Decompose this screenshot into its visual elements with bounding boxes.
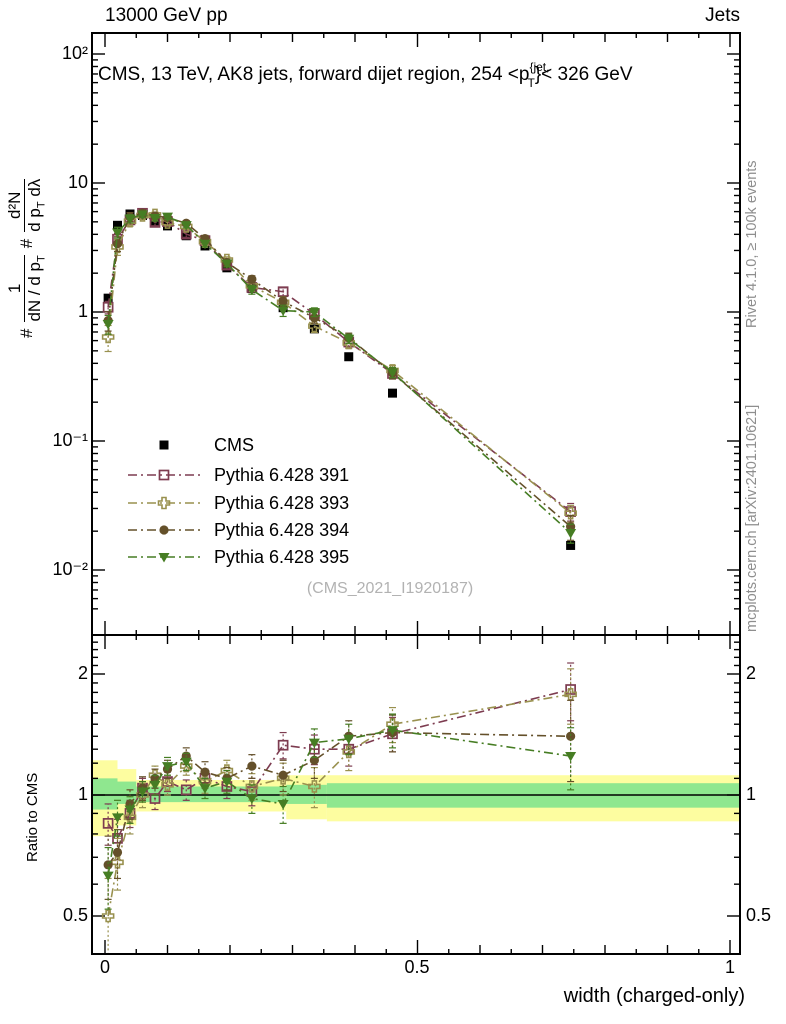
x-tick-label: 0 bbox=[99, 957, 110, 977]
main-y-tick-label: 1 bbox=[77, 301, 88, 321]
main-y-tick-label: 10⁻¹ bbox=[52, 430, 88, 450]
ylabel-hash-1: # bbox=[16, 328, 36, 338]
legend-item-pythia-391: Pythia 6.428 391 bbox=[126, 461, 349, 489]
ratio-y-tick-label-left: 0.5 bbox=[62, 905, 88, 925]
x-tick-label: 1 bbox=[724, 957, 735, 977]
series-pythia-6.428-395 bbox=[102, 210, 577, 544]
cms-uncertainty-bands bbox=[92, 760, 740, 837]
ylabel-numerator-1: 1 bbox=[5, 283, 24, 294]
legend-marker-cms bbox=[159, 440, 169, 450]
main-y-tick-label: 10⁻² bbox=[52, 559, 88, 579]
legend-marker-pythia-395 bbox=[128, 553, 200, 563]
ratio-series-pythia-6.428-395 bbox=[102, 713, 577, 910]
mcplots-arxiv-note: mcplots.cern.ch [arXiv:2401.10621] bbox=[744, 404, 760, 632]
ylabel-hash-2: # bbox=[16, 238, 36, 249]
plot-title-suffix: }< 326 GeV bbox=[534, 64, 633, 85]
header-analysis-group: Jets bbox=[705, 5, 740, 26]
plot-title-subscript: T bbox=[527, 76, 535, 90]
main-y-tick-label: 10² bbox=[61, 43, 88, 63]
plot-title-text: CMS, 13 TeV, AK8 jets, forward dijet reg… bbox=[98, 64, 530, 85]
plot-title-superscript: {jet, bbox=[529, 60, 550, 74]
x-axis-title: width (charged-only) bbox=[563, 985, 745, 1007]
ratio-y-tick-label-right: 2 bbox=[746, 663, 757, 683]
legend-label: Pythia 6.428 394 bbox=[214, 519, 350, 540]
main-panel-data bbox=[101, 207, 577, 550]
ratio-y-tick-label-left: 2 bbox=[77, 663, 88, 683]
ratio-panel-frame bbox=[91, 634, 741, 955]
legend-item-pythia-393: Pythia 6.428 393 bbox=[126, 489, 349, 517]
header-beam-energy: 13000 GeV pp bbox=[105, 5, 228, 26]
rivet-version-note: Rivet 4.1.0, ≥ 100k events bbox=[744, 160, 760, 328]
legend-label: Pythia 6.428 393 bbox=[214, 492, 350, 513]
legend-label: Pythia 6.428 395 bbox=[214, 546, 350, 567]
ratio-y-tick-label-right: 0.5 bbox=[746, 905, 772, 925]
legend-item-pythia-395: Pythia 6.428 395 bbox=[126, 543, 349, 571]
ylabel-numerator-2: d²N bbox=[5, 191, 24, 219]
ratio-series-pythia-6.428-391 bbox=[102, 662, 576, 861]
legend-marker-pythia-393 bbox=[128, 496, 200, 510]
legend-label: Pythia 6.428 391 bbox=[214, 464, 350, 485]
legend-marker-pythia-394 bbox=[128, 525, 200, 535]
legend-label: CMS bbox=[214, 434, 254, 455]
ratio-y-tick-label-right: 1 bbox=[746, 784, 757, 804]
legend-item-pythia-394: Pythia 6.428 394 bbox=[126, 516, 349, 544]
main-y-tick-label: 10 bbox=[67, 172, 88, 192]
analysis-id-watermark: (CMS_2021_I1920187) bbox=[306, 580, 474, 597]
legend-item-cms: CMS bbox=[126, 431, 254, 459]
ratio-y-tick-label-left: 1 bbox=[77, 784, 88, 804]
ratio-panel-data bbox=[101, 662, 577, 954]
legend-marker-pythia-391 bbox=[128, 469, 200, 481]
x-tick-label: 0.5 bbox=[404, 957, 430, 977]
plot-title: CMS, 13 TeV, AK8 jets, forward dijet reg… bbox=[98, 60, 633, 90]
